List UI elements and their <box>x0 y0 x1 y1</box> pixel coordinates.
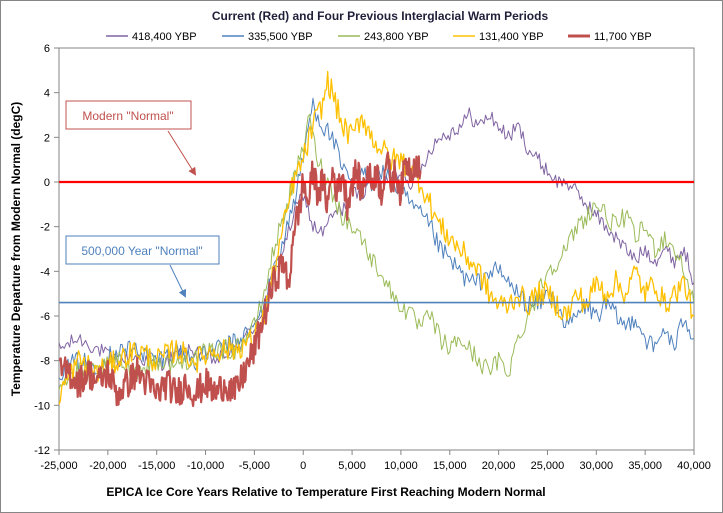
legend-label-5: 11,700 YBP <box>594 31 652 43</box>
y-axis-title: Temperature Departure from Modern Normal… <box>9 102 23 397</box>
y-tick-label: 4 <box>44 88 50 100</box>
x-tick-label: -15,000 <box>138 460 175 472</box>
x-tick-label: 35,000 <box>628 460 662 472</box>
x-tick-label: 25,000 <box>531 460 565 472</box>
x-tick-label: 15,000 <box>433 460 467 472</box>
x-tick-label: 10,000 <box>384 460 418 472</box>
chart-title: Current (Red) and Four Previous Intergla… <box>212 9 549 23</box>
y-tick-label: -10 <box>34 400 50 412</box>
x-tick-label: 30,000 <box>579 460 613 472</box>
annotation-modern-normal: Modern "Normal" <box>65 100 197 176</box>
y-tick-label: 0 <box>44 177 50 189</box>
legend-label-1: 418,400 YBP <box>132 31 197 43</box>
reference-lines <box>59 180 694 304</box>
y-tick-label: -12 <box>34 445 50 457</box>
y-tick-label: -6 <box>40 311 50 323</box>
x-tick-label: 5,000 <box>338 460 366 472</box>
annotation-modern-normal-arrow <box>167 130 197 176</box>
x-tick-label: -20,000 <box>89 460 126 472</box>
y-tick-label: -8 <box>40 356 50 368</box>
annotation-500k-normal: 500,000 Year "Normal" <box>65 235 220 298</box>
annotation-modern-normal-text: Modern "Normal" <box>82 109 173 123</box>
legend-label-2: 335,500 YBP <box>248 31 313 43</box>
y-tick-label: 6 <box>44 43 50 55</box>
x-axis-title: EPICA Ice Core Years Relative to Tempera… <box>106 485 545 499</box>
x-tick-label: -5,000 <box>239 460 270 472</box>
annotation-500k-normal-box <box>65 235 220 265</box>
x-axis-ticks: -25,000 -20,000 -15,000 -10,000 -5,000 0 5,000… <box>40 450 711 472</box>
x-tick-label: -10,000 <box>187 460 224 472</box>
x-tick-label: 0 <box>300 460 306 472</box>
legend-label-3: 243,800 YBP <box>364 31 429 43</box>
y-tick-label: -2 <box>40 222 50 234</box>
legend: 418,400 YBP 335,500 YBP 243,800 YBP 131,400… <box>106 31 652 43</box>
y-axis-ticks: -12 -10 -8 -6 -4 -2 0 2 4 6 <box>34 43 59 457</box>
annotation-modern-normal-box <box>65 100 192 130</box>
annotation-500k-normal-text: 500,000 Year "Normal" <box>81 244 202 258</box>
x-tick-label: 20,000 <box>482 460 516 472</box>
y-tick-label: -4 <box>40 266 50 278</box>
x-tick-label: -25,000 <box>40 460 77 472</box>
x-tick-label: 40,000 <box>677 460 711 472</box>
series-line-4 <box>59 70 694 406</box>
annotation-500k-normal-arrow <box>169 264 186 298</box>
y-tick-label: 2 <box>44 132 50 144</box>
series-line-3 <box>59 114 694 391</box>
legend-label-4: 131,400 YBP <box>479 31 544 43</box>
